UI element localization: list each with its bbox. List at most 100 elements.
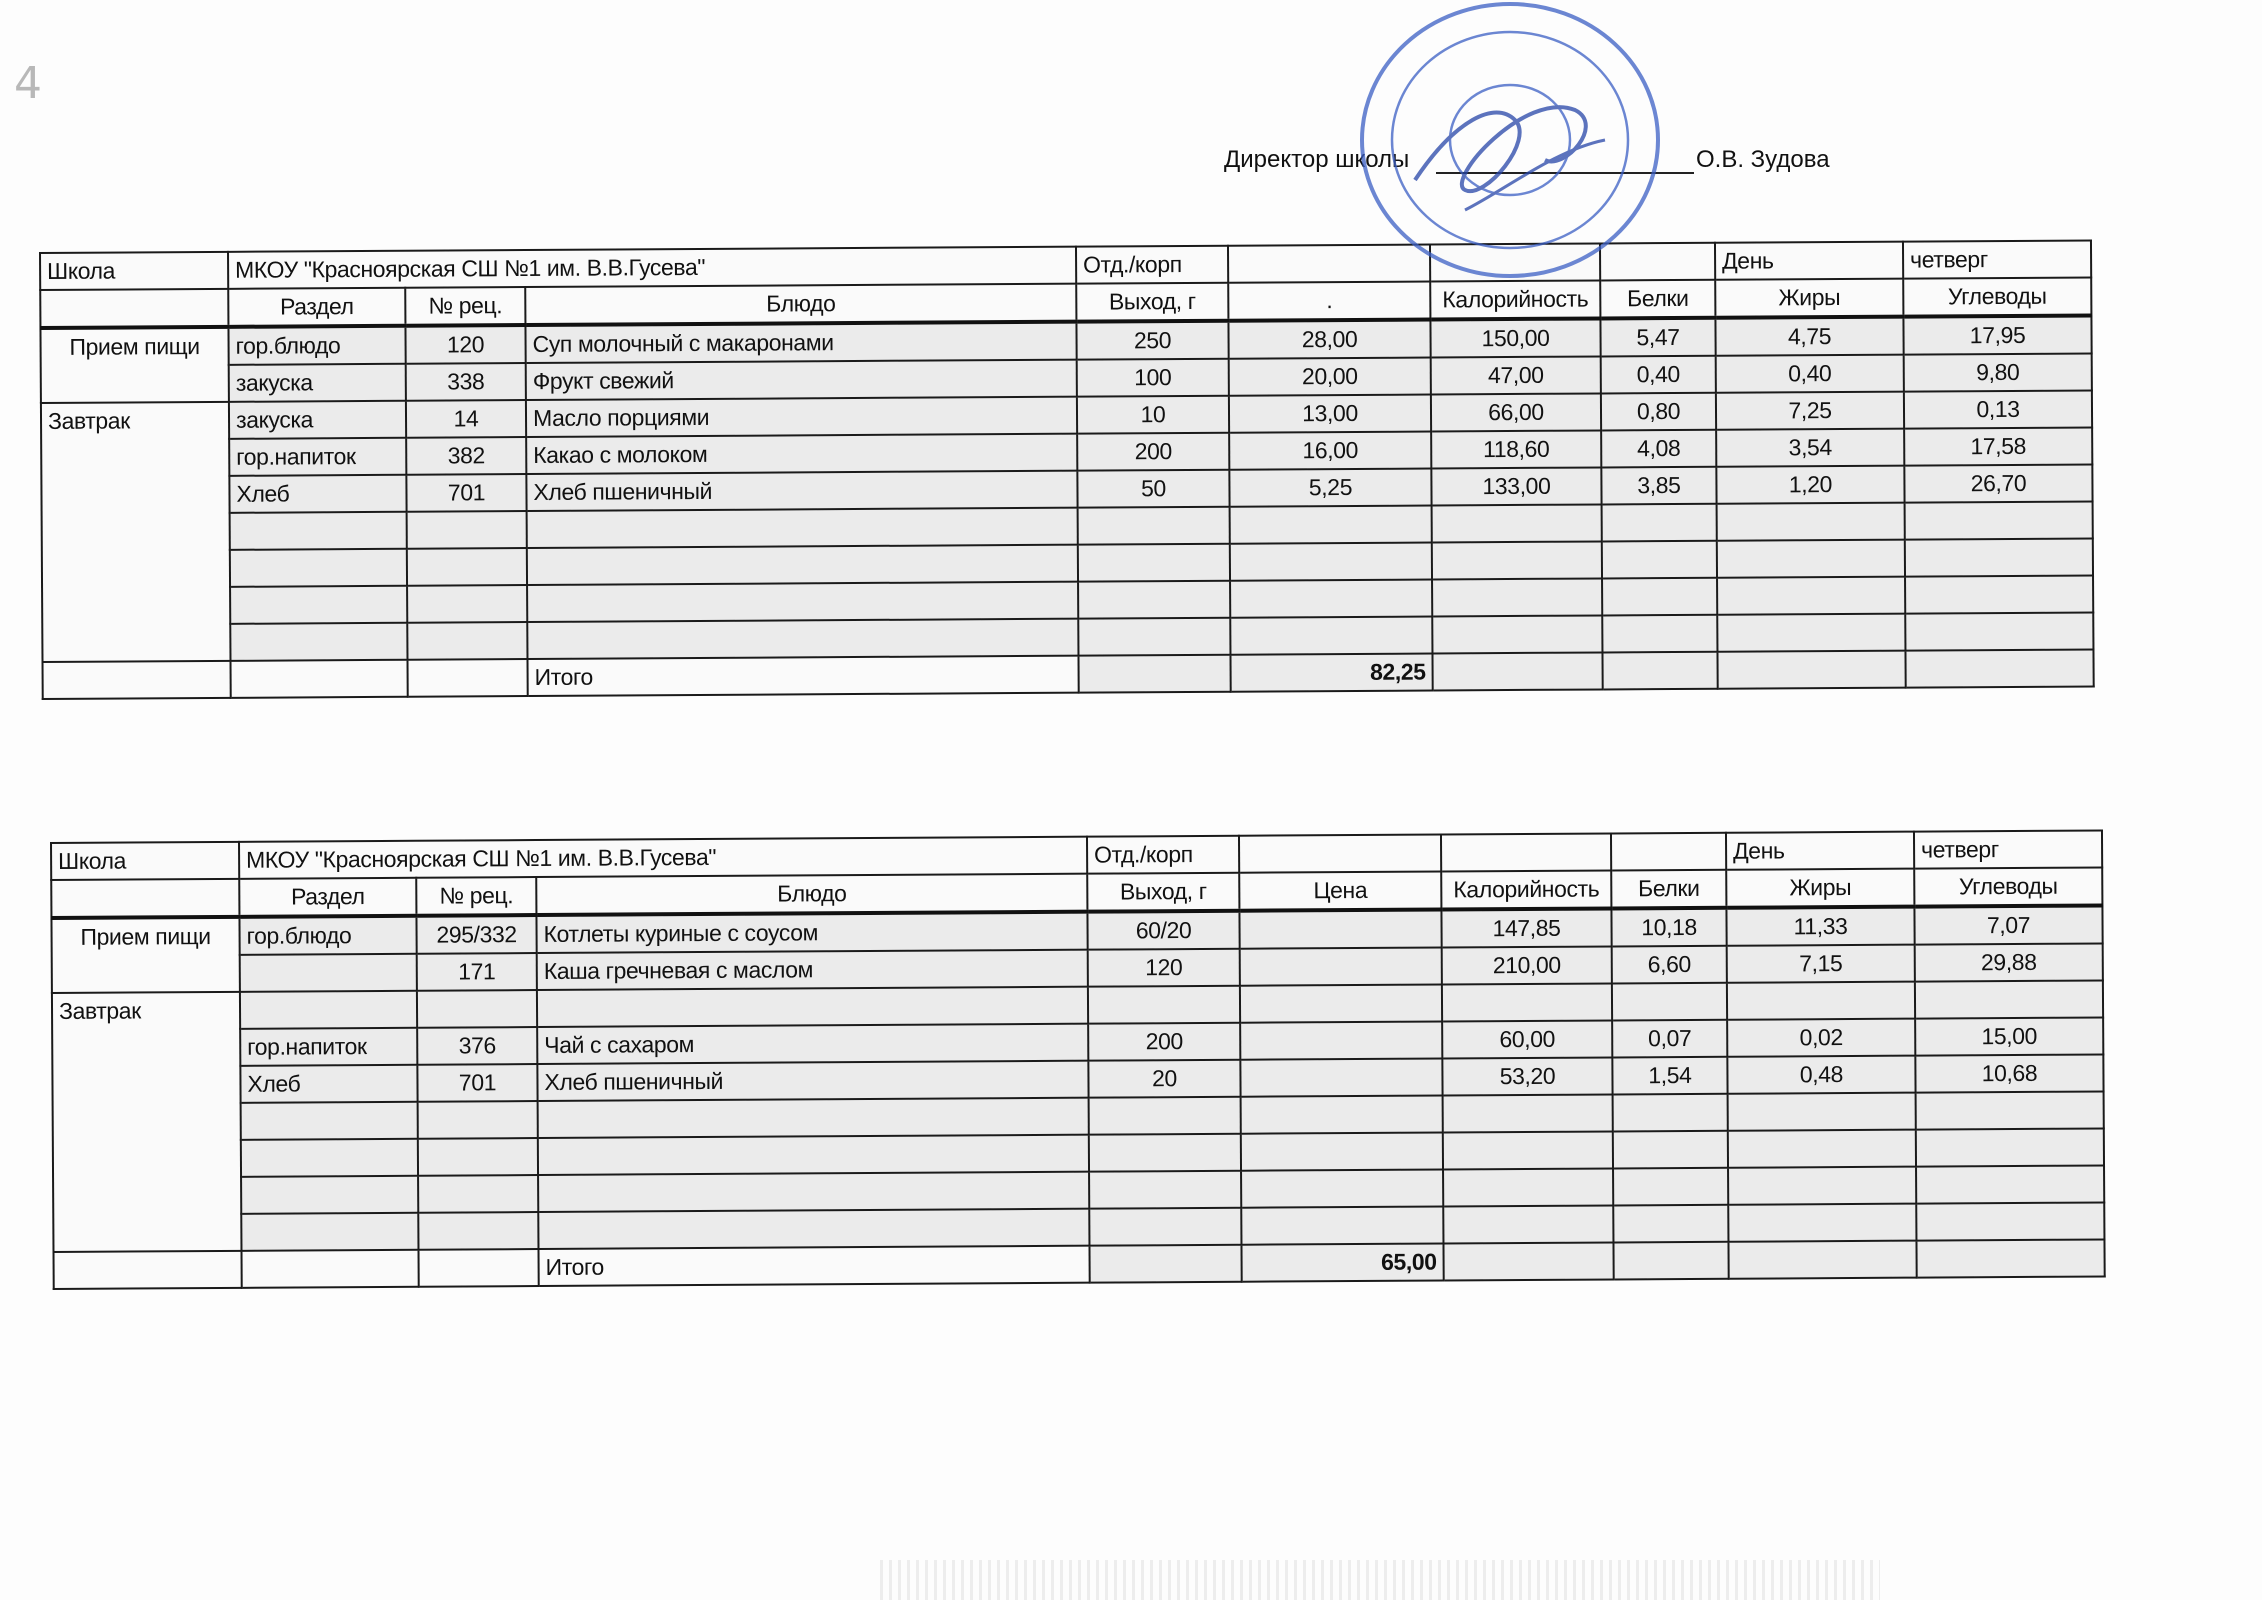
price-cell [1229, 542, 1433, 581]
yield-cell [1077, 506, 1230, 545]
fats-cell: 7,15 [1726, 944, 1915, 983]
day-value: четверг [1913, 830, 2103, 869]
recipe-cell [417, 1138, 539, 1176]
carbs-cell: 10,68 [1915, 1054, 2104, 1093]
proteins-cell [1613, 1167, 1729, 1206]
yield-cell: 50 [1077, 469, 1230, 508]
proteins-cell: 6,60 [1611, 945, 1727, 984]
calories-cell: 133,00 [1431, 467, 1602, 506]
fats-cell: 0,40 [1715, 354, 1904, 393]
header-recipe_no: № рец. [416, 877, 537, 916]
fats-cell: 4,75 [1715, 316, 1904, 356]
recipe-cell: 295/332 [416, 915, 537, 954]
calories-cell: 47,00 [1430, 356, 1601, 395]
recipe-cell: 171 [416, 953, 537, 991]
header-carbs: Углеводы [1903, 277, 2092, 317]
yield-cell: 200 [1088, 1022, 1241, 1061]
fats-cell [1728, 1166, 1917, 1205]
proteins-cell: 0,40 [1600, 355, 1716, 394]
day-label: День [1725, 831, 1915, 870]
fats-cell [1716, 539, 1906, 578]
price-cell [1239, 984, 1443, 1023]
fats-cell: 7,25 [1715, 391, 1905, 430]
table-cell [53, 1250, 242, 1289]
dish-cell: Суп молочный с макаронами [525, 321, 1077, 364]
table-cell [1905, 649, 2094, 688]
yield-cell: 10 [1076, 395, 1230, 434]
section-cell [240, 1138, 419, 1177]
fats-cell [1716, 502, 1905, 541]
price-cell [1241, 1206, 1444, 1245]
school-label: Школа [40, 251, 229, 290]
price-cell [1240, 1095, 1443, 1134]
table-cell [51, 878, 240, 918]
table-cell [407, 659, 528, 697]
table-cell [1089, 1244, 1242, 1283]
dish-cell: Хлеб пшеничный [526, 470, 1078, 512]
proteins-cell: 3,85 [1601, 466, 1717, 505]
table-cell [230, 659, 408, 698]
school-name: МКОУ "Красноярская СШ №1 им. В.В.Гусева" [239, 836, 1088, 879]
total-label: Итого [527, 655, 1079, 697]
price-cell: 5,25 [1229, 468, 1432, 507]
section-cell: гор.блюдо [239, 915, 417, 955]
header-yield: Выход, г [1076, 282, 1229, 322]
section-cell [239, 953, 417, 992]
recipe-cell: 701 [417, 1064, 538, 1102]
table-cell [1717, 650, 1906, 689]
yield-cell [1087, 985, 1241, 1024]
dish-cell [538, 1208, 1090, 1250]
carbs-cell [1904, 538, 2094, 577]
yield-cell [1088, 1133, 1242, 1172]
proteins-cell: 1,54 [1612, 1056, 1728, 1095]
school-name: МКОУ "Красноярская СШ №1 им. В.В.Гусева" [228, 246, 1077, 289]
fats-cell [1728, 1203, 1917, 1242]
dish-cell: Чай с сахаром [537, 1023, 1089, 1065]
price-cell [1230, 579, 1433, 618]
recipe-cell: 382 [406, 437, 527, 475]
carbs-cell [1905, 575, 2094, 614]
recipe-cell [406, 511, 527, 549]
calories-cell [1441, 983, 1613, 1022]
yield-cell [1077, 543, 1231, 582]
director-label: Директор школы [1224, 146, 1410, 173]
scan-artifact [880, 1560, 1880, 1600]
calories-cell: 118,60 [1431, 430, 1602, 469]
dish-cell [527, 618, 1079, 660]
section-cell [241, 1212, 419, 1251]
fats-cell [1717, 613, 1906, 652]
table-cell [1440, 833, 1612, 872]
total-price: 65,00 [1241, 1243, 1444, 1282]
carbs-cell [1916, 1202, 2105, 1241]
dish-cell [537, 1097, 1089, 1139]
header-recipe_no: № рец. [405, 287, 526, 326]
proteins-cell [1602, 577, 1718, 616]
calories-cell: 150,00 [1430, 318, 1601, 358]
price-cell [1240, 1058, 1443, 1097]
header-fats: Жиры [1715, 278, 1904, 318]
recipe-cell: 376 [417, 1027, 538, 1065]
header-dish: Блюдо [536, 873, 1088, 916]
menu-table-2: Школа МКОУ "Красноярская СШ №1 им. В.В.Гу… [50, 829, 2106, 1290]
header-proteins: Белки [1611, 869, 1727, 909]
table-cell [1078, 654, 1231, 693]
dept-label: Отд./корп [1086, 835, 1240, 874]
carbs-cell: 29,88 [1914, 943, 2103, 982]
section-cell [240, 1101, 418, 1140]
header-fats: Жиры [1726, 868, 1915, 908]
section-cell [229, 548, 408, 587]
table-cell [1613, 1241, 1729, 1280]
calories-cell [1443, 1205, 1614, 1244]
section-cell: гор.напиток [229, 437, 407, 476]
fats-cell: 1,20 [1716, 465, 1905, 504]
dish-cell: Котлеты куриные с соусом [536, 911, 1088, 954]
yield-cell: 20 [1088, 1059, 1241, 1098]
calories-cell [1432, 578, 1603, 617]
fats-cell [1717, 576, 1906, 615]
calories-cell [1443, 1168, 1614, 1207]
price-cell [1241, 1169, 1444, 1208]
carbs-cell [1914, 980, 2104, 1019]
calories-cell [1432, 615, 1603, 654]
section-cell [241, 1175, 419, 1214]
carbs-cell: 0,13 [1903, 390, 2093, 429]
